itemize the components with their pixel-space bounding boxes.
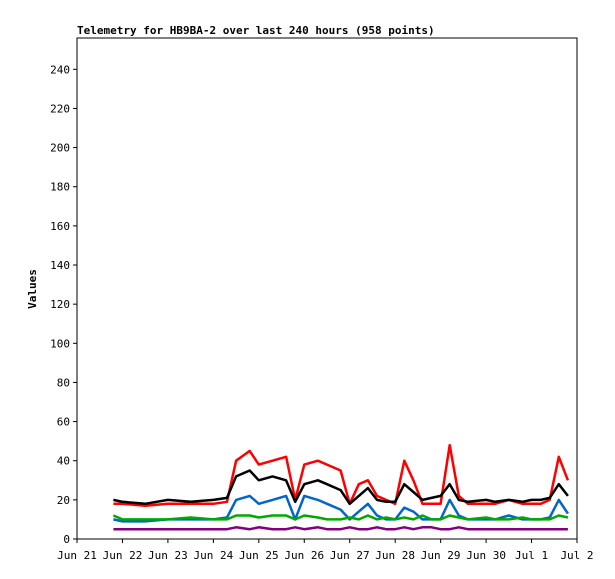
series-group bbox=[112, 443, 570, 531]
x-tick-label: Jun 28 bbox=[375, 549, 415, 562]
y-axis-label: Values bbox=[26, 269, 39, 309]
y-tick-label: 240 bbox=[50, 63, 70, 76]
y-tick-label: 60 bbox=[57, 416, 70, 429]
y-tick-label: 0 bbox=[63, 533, 70, 546]
y-tick-label: 20 bbox=[57, 494, 70, 507]
y-tick-label: 220 bbox=[50, 102, 70, 115]
series-line-4 bbox=[112, 514, 569, 521]
x-tick-label: Jul 1 bbox=[515, 549, 548, 562]
x-axis: Jun 21 Jun 22 Jun 23 Jun 24 Jun 25 Jun 26 Jun … bbox=[57, 539, 594, 562]
x-tick-label: Jun 22 bbox=[103, 549, 143, 562]
chart-title: Telemetry for HB9BA-2 over last 240 hour… bbox=[77, 24, 435, 37]
y-tick-label: 140 bbox=[50, 259, 70, 272]
x-tick-label: Jun 24 bbox=[193, 549, 233, 562]
x-tick-label: Jun 27 bbox=[330, 549, 370, 562]
y-tick-label: 180 bbox=[50, 181, 70, 194]
plot-frame bbox=[76, 37, 578, 540]
y-tick-label: 40 bbox=[57, 455, 70, 468]
x-tick-label: Jun 26 bbox=[284, 549, 324, 562]
x-tick-label: Jun 29 bbox=[421, 549, 461, 562]
y-tick-label: 120 bbox=[50, 298, 70, 311]
series-line-3 bbox=[113, 494, 569, 523]
x-tick-label: Jun 21 bbox=[57, 549, 97, 562]
x-tick-label: Jun 23 bbox=[148, 549, 188, 562]
x-tick-label: Jul 2 bbox=[560, 549, 593, 562]
y-axis: 0 20 40 60 80 100 120 140 160 180 200 220 240 bbox=[50, 63, 77, 546]
y-tick-label: 100 bbox=[50, 337, 70, 350]
y-tick-label: 80 bbox=[57, 376, 70, 389]
y-tick-label: 200 bbox=[50, 142, 70, 155]
y-tick-label: 160 bbox=[50, 220, 70, 233]
x-tick-label: Jun 30 bbox=[466, 549, 506, 562]
series-line-5 bbox=[113, 526, 568, 531]
series-line-2 bbox=[113, 469, 569, 506]
series-line-1 bbox=[113, 443, 570, 507]
x-tick-label: Jun 25 bbox=[239, 549, 279, 562]
